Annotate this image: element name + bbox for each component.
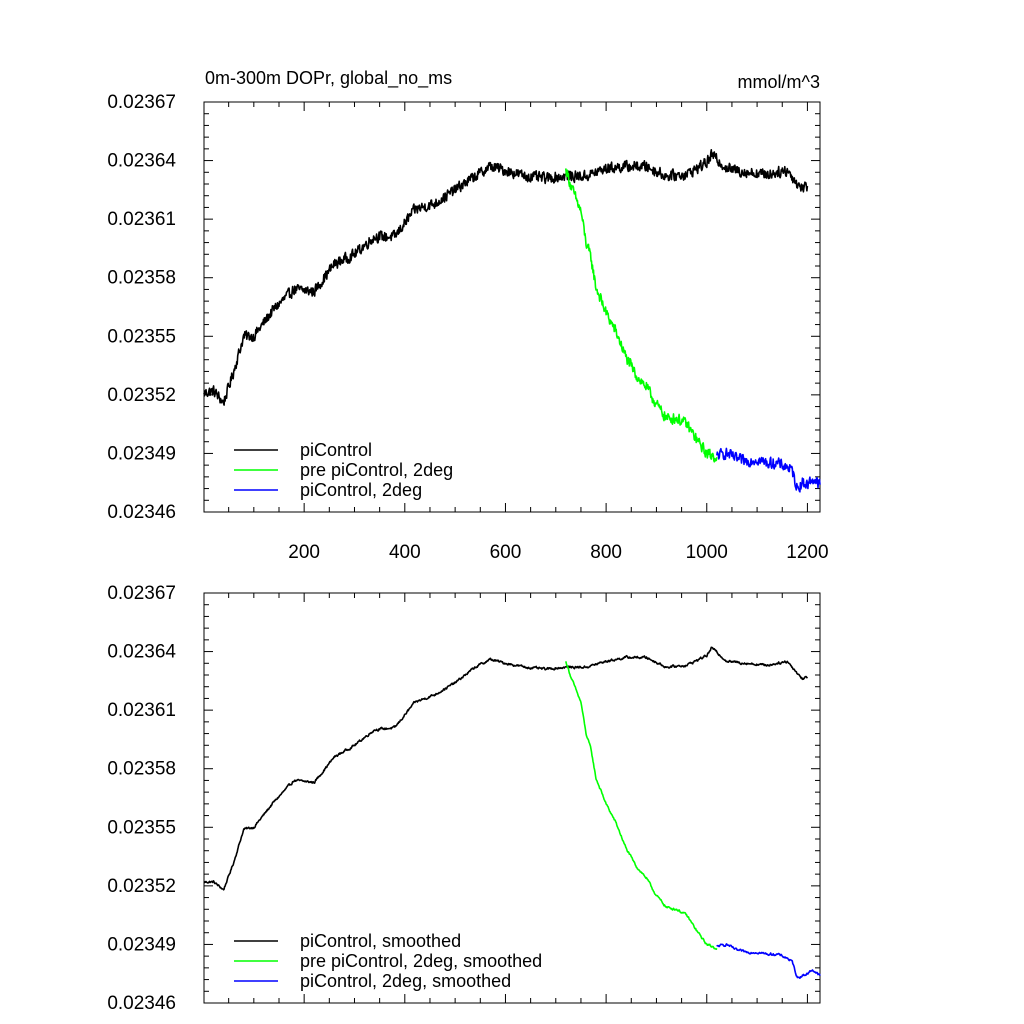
series-line-1 <box>203 646 809 891</box>
y-tick-label: 0.02364 <box>107 151 176 172</box>
y-tick-label: 0.02358 <box>107 759 176 780</box>
legend-label: piControl, smoothed <box>300 931 461 951</box>
series-line-3 <box>716 943 821 980</box>
series-line-2 <box>565 661 718 951</box>
x-tick-label: 600 <box>490 542 522 563</box>
y-tick-label: 0.02361 <box>107 700 176 721</box>
legend-label: pre piControl, 2deg <box>300 460 453 480</box>
plot-frame <box>203 592 821 1004</box>
y-tick-label: 0.02352 <box>107 876 176 897</box>
y-tick-label: 0.02352 <box>107 385 176 406</box>
plot-frame <box>203 101 821 513</box>
y-tick-label: 0.02349 <box>107 443 176 464</box>
legend-label: piControl <box>300 440 372 460</box>
x-tick-label: 1200 <box>786 542 828 563</box>
y-tick-label: 0.02346 <box>107 993 176 1014</box>
panel-1-plot: 0.02346 0.02349 0.02352 0.02355 0.02358 0.023… <box>107 92 828 563</box>
y-tick-label: 0.02349 <box>107 934 176 955</box>
panel-2-plot: 0.02346 0.02349 0.02352 0.02355 0.02358 0.023… <box>107 583 821 1014</box>
x-tick-label: 1000 <box>686 542 728 563</box>
legend-label: pre piControl, 2deg, smoothed <box>300 951 542 971</box>
panel-1-title: 0m-300m DOPr, global_no_ms <box>205 68 452 89</box>
series-line-3 <box>716 447 821 493</box>
y-tick-label: 0.02367 <box>107 583 176 604</box>
y-tick-label: 0.02355 <box>107 817 176 838</box>
y-tick-label: 0.02358 <box>107 268 176 289</box>
panel-1-units: mmol/m^3 <box>738 72 820 92</box>
series-line-2 <box>565 168 718 463</box>
y-tick-label: 0.02355 <box>107 326 176 347</box>
x-tick-label: 200 <box>288 542 320 563</box>
series-line-1 <box>203 149 809 406</box>
legend-label: piControl, 2deg, smoothed <box>300 971 511 991</box>
x-tick-label: 400 <box>389 542 421 563</box>
legend-label: piControl, 2deg <box>300 480 422 500</box>
y-tick-label: 0.02361 <box>107 209 176 230</box>
y-tick-label: 0.02346 <box>107 502 176 523</box>
x-tick-label: 800 <box>590 542 622 563</box>
y-tick-label: 0.02367 <box>107 92 176 113</box>
y-tick-label: 0.02364 <box>107 642 176 663</box>
